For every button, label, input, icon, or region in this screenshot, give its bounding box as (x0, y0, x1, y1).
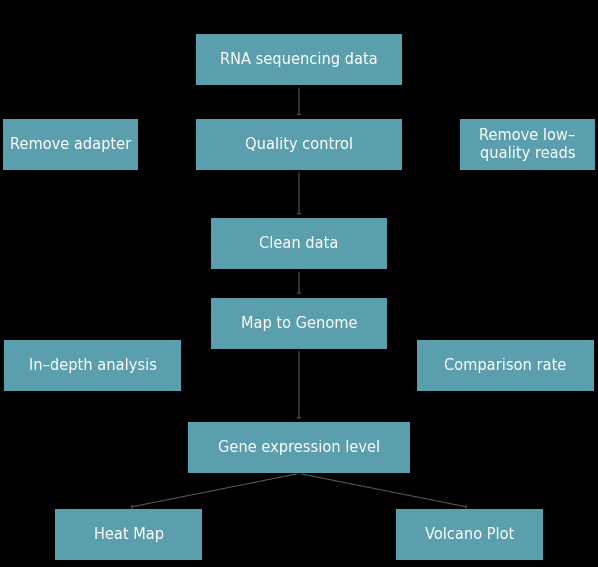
Text: Volcano Plot: Volcano Plot (425, 527, 514, 541)
Text: RNA sequencing data: RNA sequencing data (220, 52, 378, 67)
FancyBboxPatch shape (211, 218, 388, 269)
Text: Remove low–
quality reads: Remove low– quality reads (480, 128, 575, 162)
FancyBboxPatch shape (460, 119, 594, 170)
FancyBboxPatch shape (196, 119, 402, 170)
Text: Map to Genome: Map to Genome (241, 316, 357, 331)
FancyBboxPatch shape (211, 298, 388, 349)
FancyBboxPatch shape (396, 509, 543, 560)
Text: Heat Map: Heat Map (93, 527, 164, 541)
Text: Clean data: Clean data (260, 236, 338, 251)
FancyBboxPatch shape (5, 340, 181, 391)
FancyBboxPatch shape (3, 119, 138, 170)
FancyBboxPatch shape (188, 422, 410, 473)
Text: In–depth analysis: In–depth analysis (29, 358, 157, 373)
FancyBboxPatch shape (196, 34, 402, 85)
Text: Quality control: Quality control (245, 137, 353, 152)
Text: Comparison rate: Comparison rate (444, 358, 566, 373)
Text: Gene expression level: Gene expression level (218, 441, 380, 455)
FancyBboxPatch shape (55, 509, 202, 560)
FancyBboxPatch shape (417, 340, 593, 391)
Text: Remove adapter: Remove adapter (10, 137, 131, 152)
